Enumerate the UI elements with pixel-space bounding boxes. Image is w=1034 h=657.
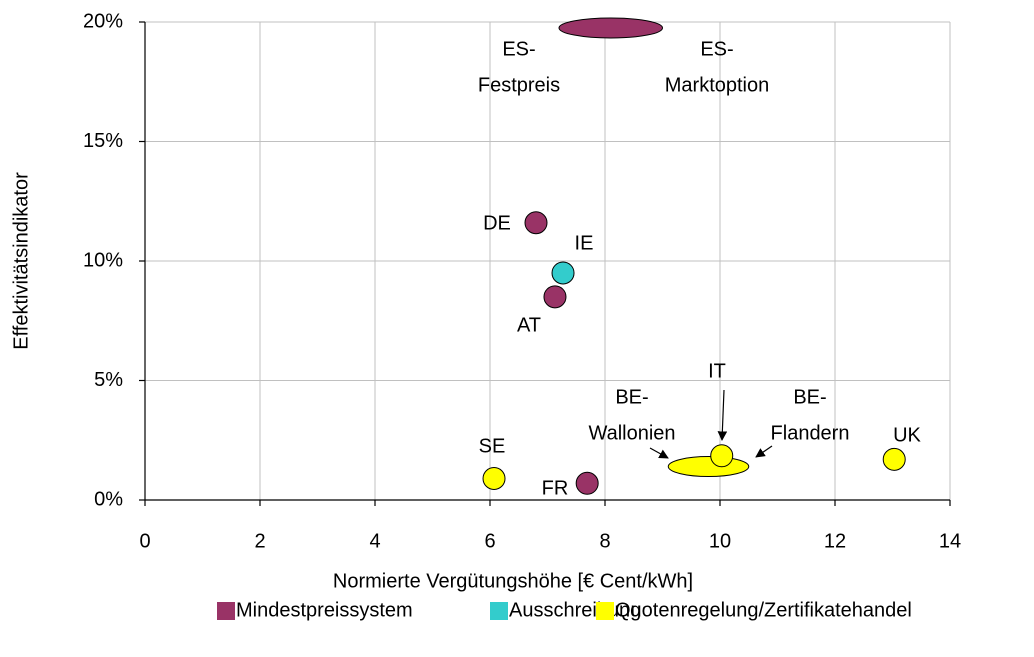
point-label: Marktoption bbox=[665, 74, 770, 96]
point-label: AT bbox=[517, 314, 541, 336]
point-label: Wallonien bbox=[588, 422, 675, 444]
x-tick-label: 0 bbox=[139, 530, 150, 552]
y-tick-label: 10% bbox=[83, 249, 123, 271]
point bbox=[882, 447, 906, 471]
point-label: DE bbox=[483, 212, 511, 234]
y-tick-label: 0% bbox=[94, 488, 123, 510]
x-tick-label: 8 bbox=[599, 530, 610, 552]
point-label: Festpreis bbox=[478, 74, 560, 96]
x-tick-label: 14 bbox=[939, 530, 961, 552]
point-label: FR bbox=[542, 477, 569, 499]
arrow bbox=[755, 445, 773, 458]
point-label: Flandern bbox=[771, 422, 850, 444]
legend-swatch bbox=[596, 602, 614, 620]
point-label: ES- bbox=[700, 38, 733, 60]
x-tick-label: 10 bbox=[709, 530, 731, 552]
y-tick-label: 15% bbox=[83, 130, 123, 152]
point bbox=[575, 471, 599, 495]
point-label: SE bbox=[479, 435, 506, 457]
x-tick-label: 6 bbox=[484, 530, 495, 552]
legend-label: Quotenregelung/Zertifikatehandel bbox=[615, 599, 912, 621]
legend-swatch bbox=[490, 602, 508, 620]
x-tick-label: 2 bbox=[254, 530, 265, 552]
x-tick-label: 12 bbox=[824, 530, 846, 552]
point bbox=[551, 261, 575, 285]
point-label: BE- bbox=[615, 386, 648, 408]
x-axis-title: Normierte Vergütungshöhe [€ Cent/kWh] bbox=[333, 570, 693, 592]
y-tick-label: 5% bbox=[94, 369, 123, 391]
range-ellipse bbox=[558, 17, 663, 39]
legend-swatch bbox=[217, 602, 235, 620]
point bbox=[482, 466, 506, 490]
point-label: IE bbox=[575, 232, 594, 254]
point bbox=[710, 444, 734, 468]
point-label: ES- bbox=[502, 38, 535, 60]
arrow bbox=[649, 447, 669, 459]
y-axis-title: Effektivitätsindikator bbox=[10, 172, 32, 350]
point-label: BE- bbox=[793, 386, 826, 408]
point-label: IT bbox=[708, 360, 726, 382]
grid bbox=[145, 21, 951, 500]
legend-label: Mindestpreissystem bbox=[236, 599, 413, 621]
y-tick-label: 20% bbox=[83, 10, 123, 32]
point bbox=[524, 211, 548, 235]
arrow bbox=[717, 389, 728, 441]
range-ellipse bbox=[667, 456, 750, 478]
point bbox=[543, 285, 567, 309]
point-label: UK bbox=[893, 424, 921, 446]
x-tick-label: 4 bbox=[369, 530, 380, 552]
